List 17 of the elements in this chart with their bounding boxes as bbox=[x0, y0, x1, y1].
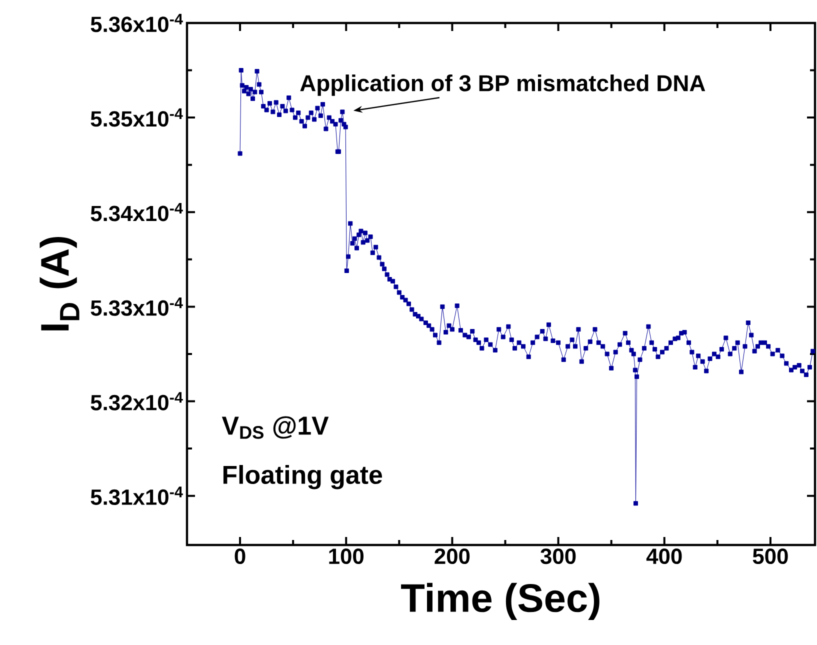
y-tick-label: 5.34x10$^{-4}$ bbox=[90, 202, 183, 222]
x-tick-label: 500 bbox=[752, 548, 788, 564]
x-tick-label: 400 bbox=[646, 548, 682, 564]
y-axis-title: I$_{D}$ (A) bbox=[40, 236, 80, 330]
annotation: V$_{DS}$ @1V bbox=[222, 416, 329, 439]
y-tick-label: 5.32x10$^{-4}$ bbox=[90, 392, 183, 410]
x-tick-label: 100 bbox=[329, 548, 364, 564]
y-tick-label: 5.31x10$^{-4}$ bbox=[90, 486, 183, 505]
x-axis-title: Time (Sec) bbox=[401, 582, 600, 620]
y-tick-label: 5.33x10$^{-4}$ bbox=[90, 298, 183, 316]
x-tick-label: 200 bbox=[434, 548, 470, 564]
x-tick-label: 300 bbox=[540, 548, 576, 564]
annotation: Application of 3 BP mismatched DNA bbox=[300, 74, 706, 96]
y-tick-label: 5.35x10$^{-4}$ bbox=[90, 108, 183, 127]
y-tick-label: 5.36x10$^{-4}$ bbox=[90, 14, 183, 32]
annotation: Floating gate bbox=[223, 465, 382, 490]
x-tick-label: 0 bbox=[234, 548, 246, 564]
